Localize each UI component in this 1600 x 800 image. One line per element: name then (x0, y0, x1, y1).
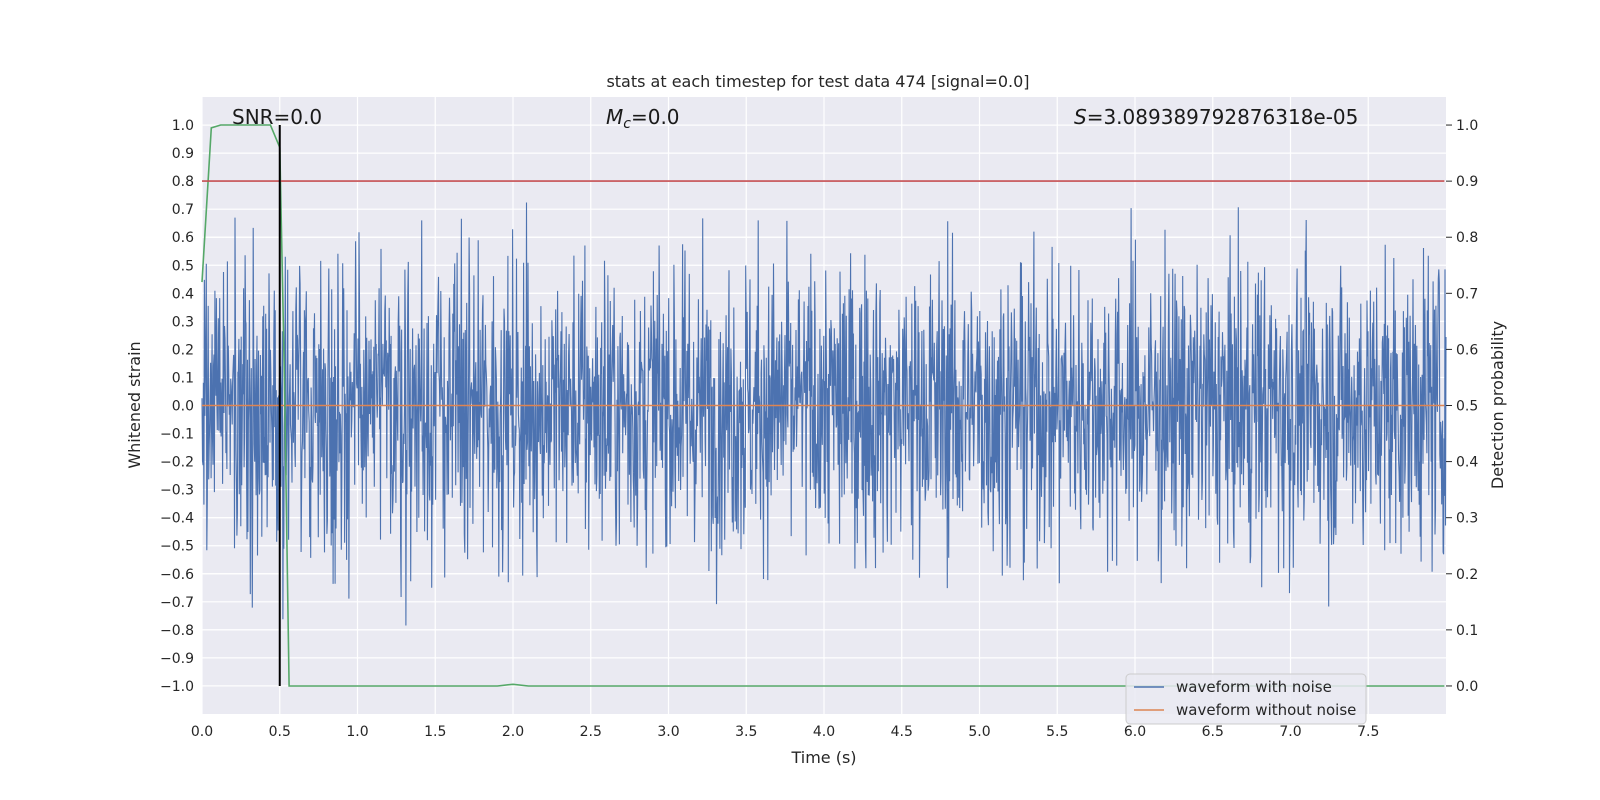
x-tick-label: 4.5 (891, 724, 913, 740)
x-tick-label: 6.5 (1202, 724, 1224, 740)
line-series (201, 124, 1445, 687)
y-tick-label: −0.5 (160, 539, 194, 555)
y-tick-label: 1.0 (172, 118, 194, 134)
snr-score-annotation: S=3.089389792876318e-05 (1074, 105, 1358, 129)
y2-tick-label: 0.2 (1456, 567, 1478, 583)
chirp-mass-symbol: M (606, 105, 623, 129)
y-tick-label: 0.0 (172, 399, 194, 415)
y2-axis-label: Detection probability (1488, 321, 1507, 489)
y2-tick-label: 0.3 (1456, 511, 1478, 527)
score-symbol: S (1074, 105, 1087, 129)
x-tick-label: 3.0 (657, 724, 679, 740)
x-tick-label: 7.0 (1279, 724, 1301, 740)
score-value: =3.089389792876318e-05 (1087, 105, 1359, 129)
y-tick-label: −0.6 (160, 567, 194, 583)
y2-tick-label: 0.6 (1456, 342, 1478, 358)
y-axis-label: Whitened strain (125, 341, 144, 468)
y-tick-label: 0.9 (172, 146, 194, 162)
y2-tick-label: 0.8 (1456, 230, 1478, 246)
chirp-mass-subscript: c (623, 116, 631, 132)
x-tick-label: 5.0 (968, 724, 990, 740)
y-axis-ticks: 1.0 0.9 0.8 0.7 0.6 0.5 0.4 0.3 0.2 0.1 0.0 −0.1 −0.… (160, 118, 194, 695)
chart-title: stats at each timestep for test data 474… (606, 72, 1029, 91)
y-tick-label: 0.3 (172, 314, 194, 330)
x-tick-label: 2.0 (502, 724, 524, 740)
y2-axis-ticks: 1.0 0.9 0.8 0.7 0.6 0.5 0.4 0.3 0.2 0.1 0.0 (1446, 118, 1478, 695)
y2-tick-label: 0.0 (1456, 679, 1478, 695)
legend: waveform with noise waveform without noi… (1125, 673, 1367, 725)
snr-annotation: SNR=0.0 (232, 105, 322, 129)
legend-label-clean: waveform without noise (1176, 701, 1356, 719)
legend-label-noise: waveform with noise (1176, 678, 1332, 696)
x-tick-label: 2.5 (580, 724, 602, 740)
chirp-mass-annotation: Mc=0.0 (606, 105, 680, 132)
y-tick-label: −1.0 (160, 679, 194, 695)
y2-tick-label: 1.0 (1456, 118, 1478, 134)
x-tick-label: 1.5 (424, 724, 446, 740)
x-tick-label: 5.5 (1046, 724, 1068, 740)
y2-tick-label: 0.9 (1456, 174, 1478, 190)
detection-probability-line (201, 124, 1445, 687)
x-tick-label: 4.0 (813, 724, 835, 740)
y-tick-label: 0.4 (172, 286, 194, 302)
waveform-with-noise-line (201, 202, 1447, 626)
y-tick-label: −0.1 (160, 427, 194, 443)
y-tick-label: −0.3 (160, 483, 194, 499)
y-tick-label: −0.2 (160, 455, 194, 471)
y-tick-label: 0.7 (172, 202, 194, 218)
y-tick-label: 0.1 (172, 370, 194, 386)
x-tick-label: 0.0 (191, 724, 213, 740)
y-tick-label: −0.7 (160, 595, 194, 611)
y2-tick-label: 0.1 (1456, 623, 1478, 639)
y-tick-label: −0.4 (160, 511, 194, 527)
y2-tick-label: 0.4 (1456, 455, 1478, 471)
y-tick-label: 0.5 (172, 258, 194, 274)
x-tick-label: 1.0 (346, 724, 368, 740)
x-tick-label: 0.5 (269, 724, 291, 740)
x-axis-label: Time (s) (790, 748, 856, 767)
y-tick-label: −0.8 (160, 623, 194, 639)
y-tick-label: −0.9 (160, 651, 194, 667)
y2-tick-label: 0.5 (1456, 399, 1478, 415)
x-tick-label: 6.0 (1124, 724, 1146, 740)
chirp-mass-value: =0.0 (631, 105, 680, 129)
y-tick-label: 0.6 (172, 230, 194, 246)
x-tick-label: 3.5 (735, 724, 757, 740)
y2-tick-label: 0.7 (1456, 286, 1478, 302)
legend-box (1125, 673, 1367, 725)
y-tick-label: 0.2 (172, 342, 194, 358)
x-tick-label: 7.5 (1357, 724, 1379, 740)
x-axis-ticks: 0.0 0.5 1.0 1.5 2.0 2.5 3.0 3.5 4.0 4.5 5.0 5.5 6.0 6… (191, 724, 1380, 740)
waveform-with-noise-series (201, 202, 1447, 626)
y-tick-label: 0.8 (172, 174, 194, 190)
